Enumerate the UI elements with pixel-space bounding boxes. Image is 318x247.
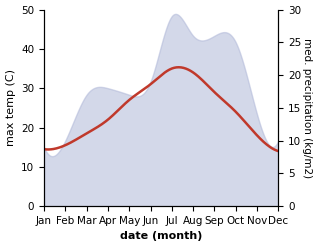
Y-axis label: med. precipitation (kg/m2): med. precipitation (kg/m2) xyxy=(302,38,313,178)
Y-axis label: max temp (C): max temp (C) xyxy=(5,69,16,146)
X-axis label: date (month): date (month) xyxy=(120,231,202,242)
